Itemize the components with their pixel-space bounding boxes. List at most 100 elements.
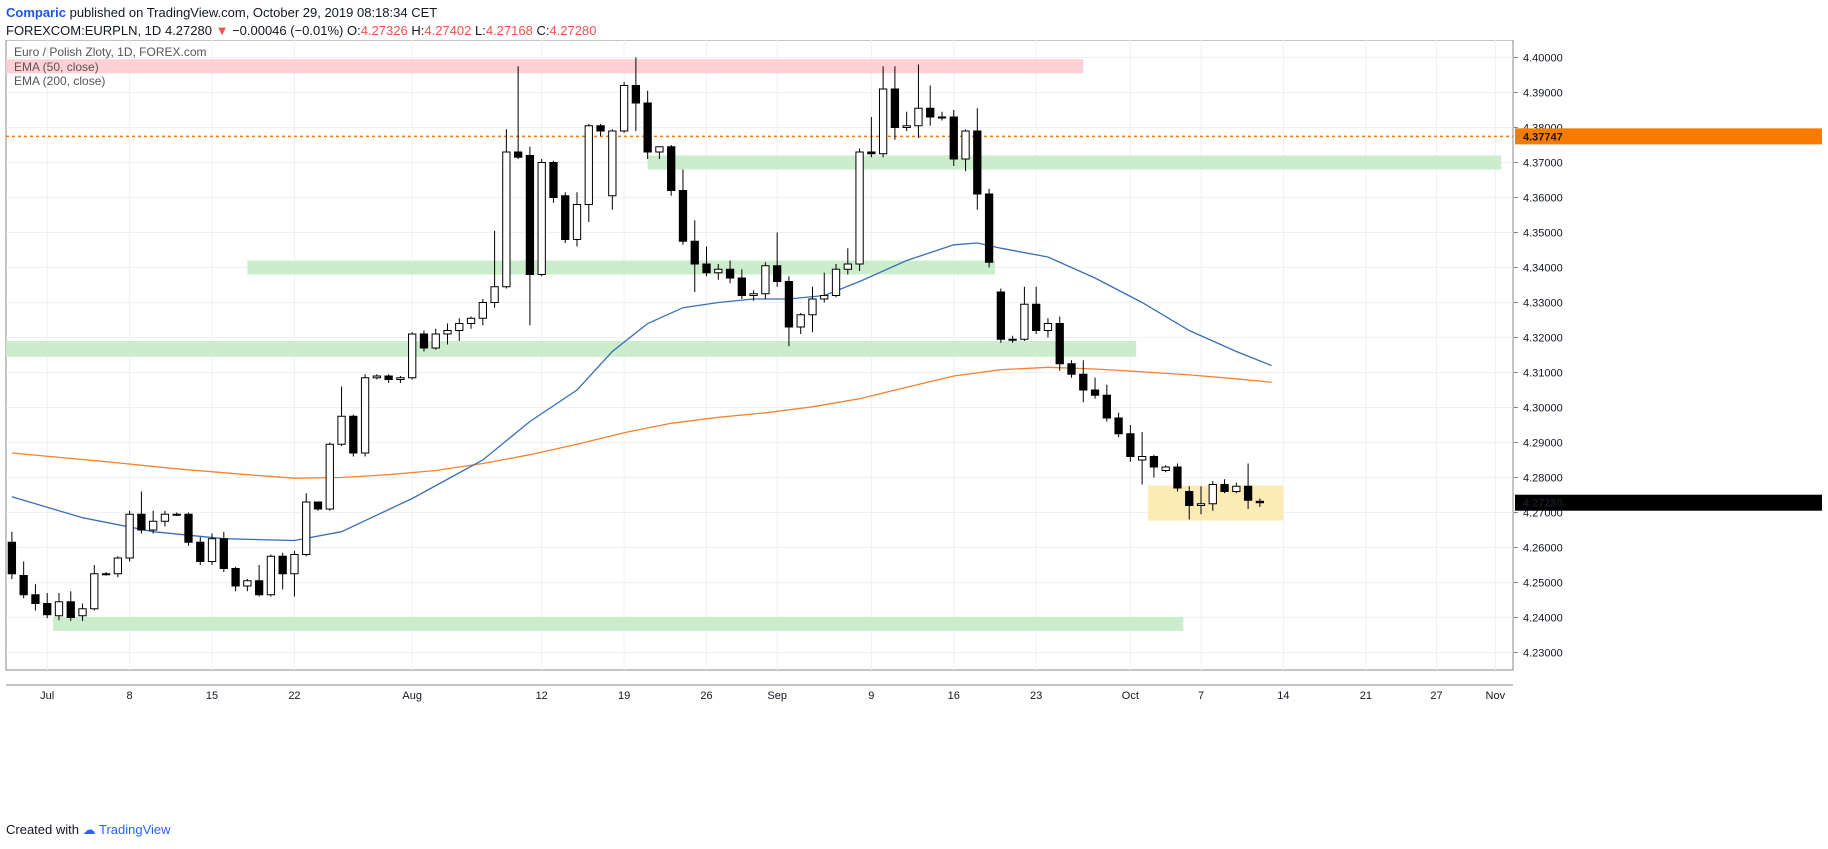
candle-body [596,125,605,132]
candle [78,603,87,621]
support-zone [647,155,1502,170]
y-tick-label: 4.23000 [1523,648,1563,660]
x-tick-label: 26 [700,690,712,702]
support-zone [247,260,995,275]
chart-header: Comparic published on TradingView.com, O… [6,4,596,40]
candle [702,246,711,277]
candle-body [196,541,205,562]
candle [408,332,417,380]
candle [302,493,311,557]
candle-body [31,594,40,604]
candle [631,57,641,131]
candle [561,192,570,243]
candle [773,232,782,287]
candle-body [984,193,994,263]
candle-body [1196,503,1206,506]
candle-body [372,375,382,379]
candle [926,85,935,126]
candle-body [961,130,970,160]
candle-body [43,603,52,616]
legend-item: EMA (50, close) [14,60,99,74]
candle-body [631,85,641,104]
y-tick-label: 4.28000 [1523,473,1563,485]
candle-body [702,263,711,274]
x-tick-label: 19 [618,690,630,702]
candle [160,510,170,527]
candle [502,129,511,289]
candle [1090,377,1100,399]
candle-body [1079,373,1088,391]
footer: Created with ☁ TradingView [6,822,171,838]
candle [690,220,699,292]
open-value: 4.27326 [360,23,408,38]
candle-body [478,302,487,319]
candle-body [1102,394,1111,419]
candle [231,566,240,592]
candle-body [466,317,476,324]
candle [278,552,287,590]
candle [996,288,1006,343]
candle [820,272,829,303]
candle [513,66,523,159]
candle-body [773,265,782,282]
candle-body [761,265,770,295]
candle [125,510,134,562]
candle [466,316,476,329]
candle [1067,360,1076,378]
candle-body [66,601,75,618]
candle-body [313,501,323,510]
symbol-label: FOREXCOM:EURPLN, 1D [6,23,162,38]
candle-body [184,513,193,543]
x-tick-label: Aug [402,690,422,702]
candle [207,533,217,565]
candle [608,129,617,210]
candle-body [926,107,935,118]
candle-body [973,130,982,195]
author-link[interactable]: Comparic [6,5,66,20]
candle-body [1208,484,1217,505]
candle [973,108,982,210]
candle [1149,454,1159,478]
candle [431,328,440,350]
candle [867,117,876,158]
x-tick-label: Jul [40,690,54,702]
candle-body [266,555,276,596]
x-tick-label: 14 [1277,690,1289,702]
candle-body [337,415,346,445]
candle-body [902,125,911,128]
support-zone [6,341,1137,357]
candle [1220,479,1229,494]
candle-body [490,286,499,303]
candle-body [1185,491,1194,506]
candle-body [7,541,17,575]
support-zone [53,616,1184,631]
candle-body [408,333,417,379]
y-tick-label: 4.39000 [1523,88,1563,100]
candle [1208,481,1217,511]
candlestick-chart[interactable]: 4.230004.240004.250004.260004.270004.280… [0,40,1828,820]
y-tick-label: 4.25000 [1523,578,1563,590]
candle [313,501,323,511]
y-tick-label: 4.26000 [1523,543,1563,555]
candle [784,276,794,347]
candle-body [243,580,252,587]
candle-body [643,102,652,153]
candle [914,64,923,138]
candle [149,510,158,534]
candle-body [137,513,146,531]
candle [714,264,723,280]
candle-body [1114,417,1123,435]
candle [619,82,629,133]
publish-line: Comparic published on TradingView.com, O… [6,4,596,22]
candle-body [1232,485,1241,492]
x-tick-label: 22 [288,690,300,702]
candle [1161,465,1170,473]
candle-body [101,573,111,576]
tradingview-brand[interactable]: TradingView [99,822,171,837]
candle [325,442,334,511]
candle [525,146,535,326]
candle [478,299,487,326]
candle [1055,316,1064,371]
candle-body [1137,456,1147,461]
x-tick-label: Sep [767,690,787,702]
